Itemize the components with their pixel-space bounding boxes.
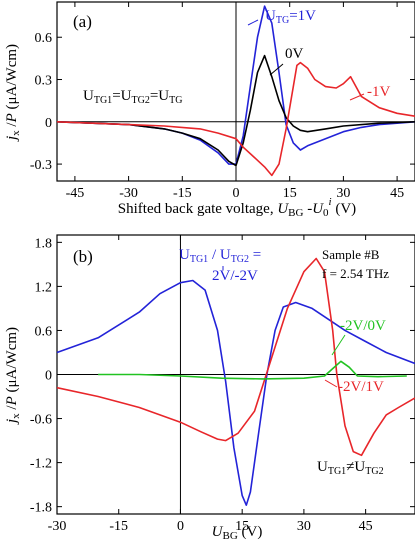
panel-a-legend-1v: UTG=1V xyxy=(265,8,316,26)
panel-b-legend-2v-m2v: 2V/-2V xyxy=(212,268,258,284)
panel-a-xtick-label: -30 xyxy=(119,186,138,201)
panel-a-ytick-label: 0.6 xyxy=(35,31,53,46)
panel-b-xtick-label: -30 xyxy=(48,519,67,534)
panel-b-series-line-1 xyxy=(56,257,415,457)
panel-a-ytick-label: -0.3 xyxy=(30,158,52,173)
panel-a-series xyxy=(56,5,415,177)
panel-a-leader-0v xyxy=(269,63,284,76)
panel-a-ytick-label: 0.3 xyxy=(35,74,53,89)
panel-a-xtick-label: 30 xyxy=(336,186,350,201)
panel-b-xtick-label: 30 xyxy=(297,519,311,534)
panel-b-legend-m2v-1v: -2V/1V xyxy=(338,379,384,395)
panel-b-series-header: UTG1 / UTG2 = xyxy=(179,247,261,265)
panel-a-xtick-label: -15 xyxy=(173,186,192,201)
panel-b-ytick-label: -1.8 xyxy=(30,501,52,516)
panel-b-series xyxy=(56,257,415,506)
panel-b-xtick-label: 15 xyxy=(235,519,249,534)
panel-a-legend-0v: 0V xyxy=(285,46,304,62)
panel-b-leader-m2v-0v xyxy=(331,334,346,356)
panel-b-xtick-label: 45 xyxy=(359,519,373,534)
panel-b-sample: Sample #B xyxy=(322,247,380,262)
panel-b-ytick-label: 1.8 xyxy=(35,236,53,251)
panel-b-leader-m2v-1v xyxy=(324,379,338,388)
panel-b-label: (b) xyxy=(73,247,93,266)
panel-b-ylabel: jx /P (μA/Wcm) xyxy=(4,327,22,425)
panel-b-xlabel: UBG (V) xyxy=(212,524,263,542)
panel-a-series-line-1 xyxy=(56,54,415,167)
panel-a-condition: UTG1=UTG2=UTG xyxy=(83,88,182,106)
panel-b-xtick-label: -15 xyxy=(109,519,128,534)
panel-b-series-line-2 xyxy=(98,360,407,380)
panel-b: -30 -15 0 15 30 45-1.8-1.2-0.600.61.21.8 (b) … xyxy=(4,234,415,542)
panel-b-legend-m2v-0v: -2V/0V xyxy=(340,318,386,334)
panel-b-ytick-label: 1.2 xyxy=(35,280,53,295)
panel-a-label: (a) xyxy=(73,12,92,31)
panel-a-leader-1v xyxy=(247,19,259,26)
panel-a-leader-m1v xyxy=(349,93,365,101)
panel-a-ytick-label: 0 xyxy=(45,116,52,131)
panel-a-legend-m1v: -1V xyxy=(367,84,390,100)
panel-b-xtick-label: 0 xyxy=(177,519,184,534)
panel-a-xtick-label: 45 xyxy=(390,186,404,201)
panel-b-condition: UTG1≠UTG2 xyxy=(317,459,384,477)
panel-b-ytick-label: 0 xyxy=(45,369,52,384)
panel-b-ytick-label: -1.2 xyxy=(30,457,52,472)
panel-b-frequency: f = 2.54 THz xyxy=(322,266,389,281)
panel-b-ytick-label: 0.6 xyxy=(35,324,53,339)
panel-a-ylabel: jx /P (μA/Wcm) xyxy=(4,44,22,142)
panel-a-series-line-2 xyxy=(56,61,415,177)
panel-a-xtick-label: 0 xyxy=(233,186,240,201)
panel-b-ytick-label: -0.6 xyxy=(30,413,52,428)
panel-a-xtick-label: 15 xyxy=(283,186,297,201)
panel-a-ticks: -45 -30 -15 0 15 30 45 -0.3 0 0.3 0.6 xyxy=(30,2,415,201)
panel-a: -45 -30 -15 0 15 30 45 -0.3 0 0.3 0.6 (a) UTG=1V 0… xyxy=(4,1,415,219)
panel-a-xtick-label: -45 xyxy=(66,186,85,201)
